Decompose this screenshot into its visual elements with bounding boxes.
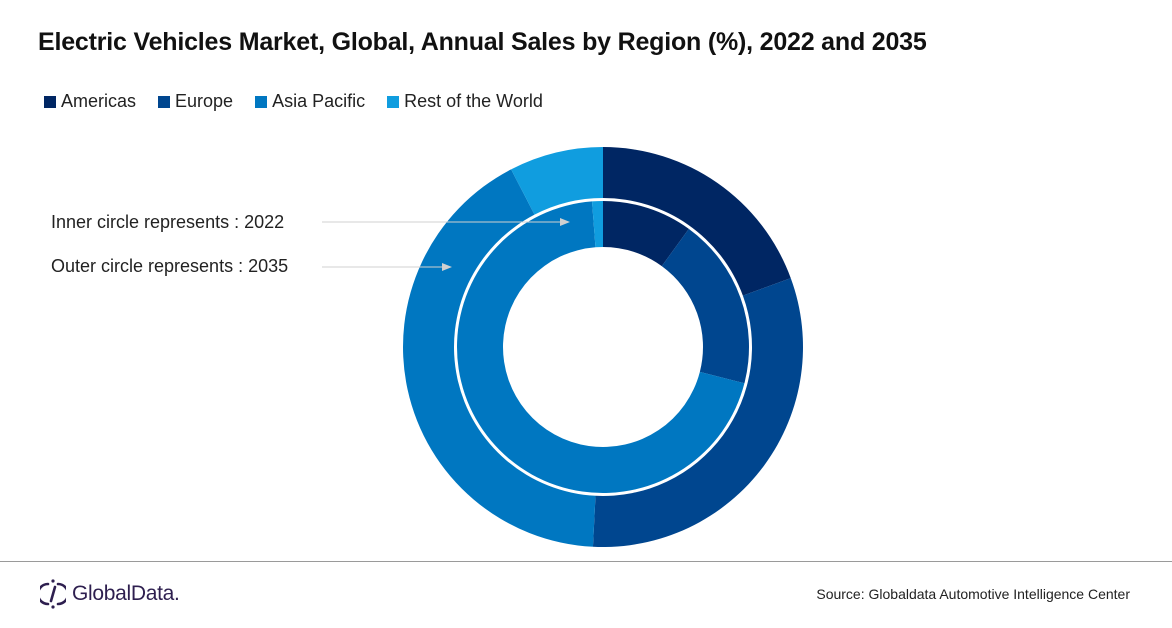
slice-2035-asia-pacific (403, 169, 596, 547)
legend-swatch-rest-of-world (387, 95, 400, 108)
donut-chart (322, 147, 803, 547)
inner-annotation-arrowhead (560, 218, 570, 226)
legend-item-europe: Europe (158, 91, 233, 112)
legend-item-americas: Americas (44, 91, 136, 112)
outer-annotation-arrowhead (442, 263, 452, 271)
ring-separator (454, 198, 752, 496)
legend-swatch-asia-pacific (255, 95, 268, 108)
slice-2035-europe (592, 278, 803, 547)
slice-2022-americas (603, 201, 689, 267)
legend-swatch-europe (158, 95, 171, 108)
globaldata-logo-icon (40, 579, 66, 609)
outer-circle-annotation: Outer circle represents : 2035 (51, 256, 289, 276)
slice-2022-asia-pacific (456, 201, 745, 493)
slice-2022-rest-of-the-world (592, 201, 603, 248)
legend-label-americas: Americas (61, 91, 137, 111)
slice-2022-europe (661, 228, 750, 384)
legend-label-asia-pacific: Asia Pacific (272, 91, 366, 111)
slice-2035-rest-of-the-world (511, 147, 603, 215)
chart-title: Electric Vehicles Market, Global, Annual… (38, 28, 927, 56)
legend-item-rest-of-world: Rest of the World (387, 91, 543, 112)
globaldata-logo: GlobalData. (40, 579, 180, 609)
legend-swatch-americas (44, 95, 56, 108)
annotation-arrows (322, 218, 570, 271)
logo-text: GlobalData. (72, 582, 180, 605)
legend-item-asia-pacific: Asia Pacific (255, 91, 365, 112)
slice-2035-americas (603, 147, 791, 296)
footer-divider (0, 561, 1172, 562)
legend-label-rest-of-world: Rest of the World (404, 91, 543, 111)
inner-circle-annotation: Inner circle represents : 2022 (51, 212, 285, 232)
source-note: Source: Globaldata Automotive Intelligen… (816, 586, 1130, 602)
legend-label-europe: Europe (175, 91, 234, 111)
legend: Americas Europe Asia Pacific Rest of the… (44, 91, 565, 112)
inner-ring-2022 (456, 201, 750, 493)
outer-ring-2035 (403, 147, 803, 547)
